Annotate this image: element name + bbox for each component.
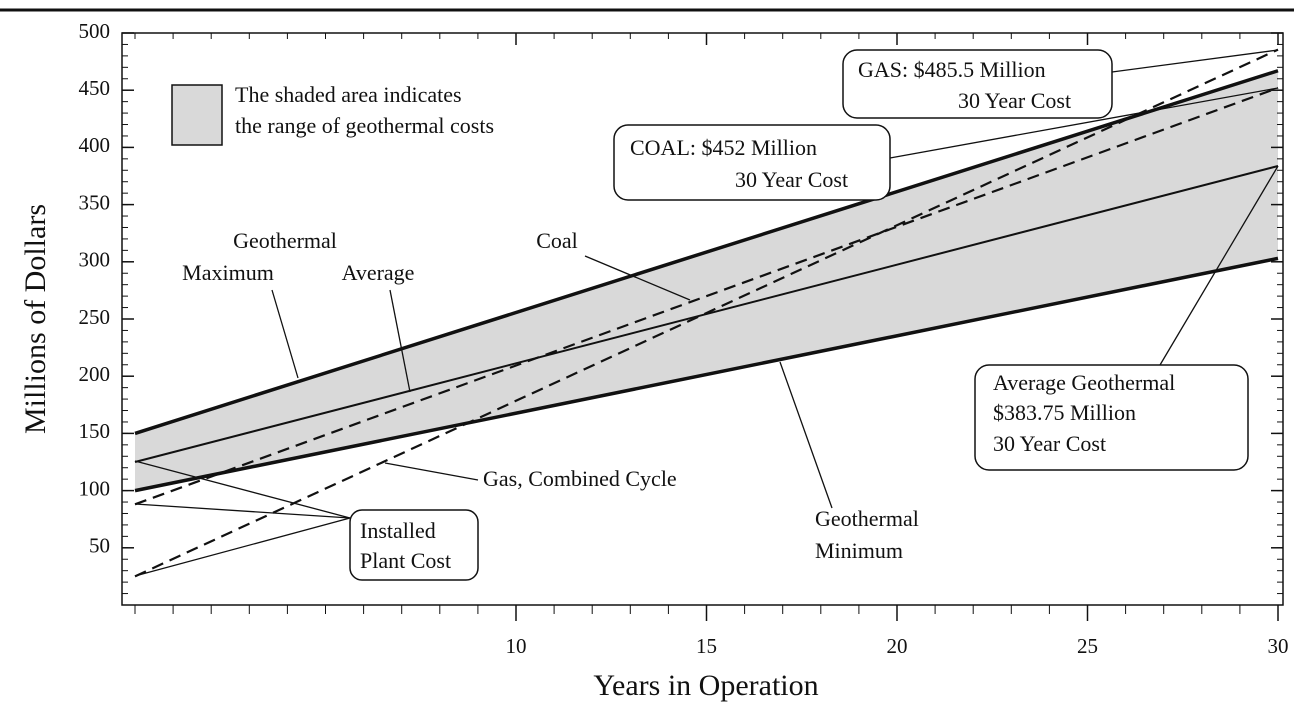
y-tick-label: 100 xyxy=(79,476,111,500)
leader-line xyxy=(389,289,411,393)
annotation: Average Geothermal xyxy=(993,370,1175,395)
x-tick-label: 30 xyxy=(1268,634,1289,658)
annotation: Plant Cost xyxy=(360,548,451,573)
annotation: 30 Year Cost xyxy=(993,431,1106,456)
y-tick-label: 400 xyxy=(79,133,111,157)
x-tick-label: 25 xyxy=(1077,634,1098,658)
y-tick-label: 200 xyxy=(79,362,111,386)
legend-swatch xyxy=(171,84,223,146)
y-tick-label: 300 xyxy=(79,248,111,272)
annotation: GAS: $485.5 Million xyxy=(858,57,1046,82)
annotation: Coal xyxy=(536,228,578,253)
leader-line xyxy=(779,361,833,509)
leader-line xyxy=(134,460,351,519)
y-tick-label: 150 xyxy=(79,419,111,443)
y-tick-label: 450 xyxy=(79,76,111,100)
annotation: Maximum xyxy=(182,260,274,285)
leaders xyxy=(134,49,1279,577)
leader-line xyxy=(134,517,351,577)
leader-line xyxy=(134,503,351,519)
leader-line xyxy=(584,255,691,301)
annotation-box xyxy=(349,509,479,581)
annotation: $383.75 Million xyxy=(993,400,1136,425)
legend-text: the range of geothermal costs xyxy=(235,113,494,138)
annotation-box xyxy=(613,124,891,201)
annotation: Geothermal xyxy=(233,228,337,253)
annotation: 30 Year Cost xyxy=(735,167,848,192)
y-tick-label: 350 xyxy=(79,190,111,214)
y-tick-label: 250 xyxy=(79,305,111,329)
shaded-range xyxy=(135,70,1278,491)
leader-line xyxy=(1159,165,1279,366)
leader-line xyxy=(1111,49,1279,73)
y-tick-label: 500 xyxy=(79,19,111,43)
annotation: Geothermal xyxy=(815,506,919,531)
annotation: Minimum xyxy=(815,538,903,563)
annotation-box xyxy=(974,364,1249,471)
series-line xyxy=(134,69,1279,436)
x-tick-label: 10 xyxy=(506,634,527,658)
leader-line xyxy=(889,87,1279,159)
x-tick-label: 15 xyxy=(696,634,717,658)
series-line xyxy=(134,86,1279,506)
annotation-box xyxy=(842,49,1113,119)
annotation: 30 Year Cost xyxy=(958,88,1071,113)
plot-area xyxy=(134,48,1279,578)
x-tick-label: 20 xyxy=(887,634,908,658)
annotation: COAL: $452 Million xyxy=(630,135,817,160)
annotation: Installed xyxy=(360,518,436,543)
leader-line xyxy=(271,289,299,379)
y-tick-label: 50 xyxy=(89,534,110,558)
y-axis-title: Millions of Dollars xyxy=(19,204,52,434)
legend-text: The shaded area indicates xyxy=(235,82,462,107)
series-line xyxy=(134,256,1279,493)
series-line xyxy=(134,48,1279,578)
annotation: Gas, Combined Cycle xyxy=(483,466,677,491)
annotation: Average xyxy=(342,260,415,285)
leader-line xyxy=(384,462,479,481)
x-axis-title: Years in Operation xyxy=(593,669,818,702)
